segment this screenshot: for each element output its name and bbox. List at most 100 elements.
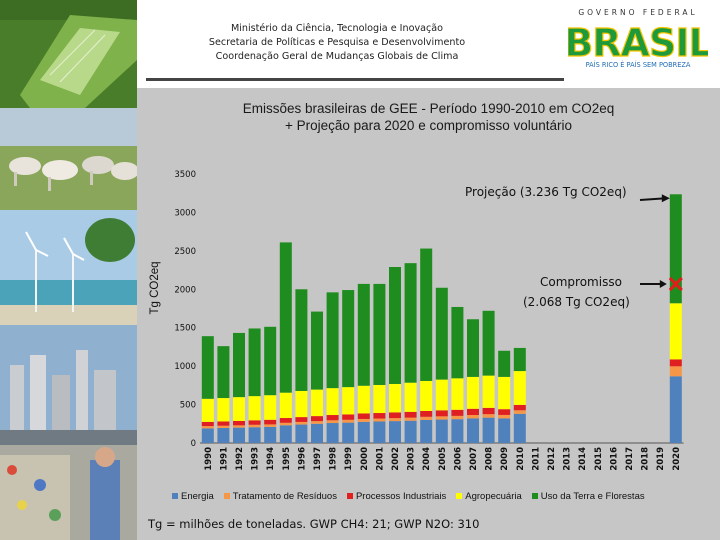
bar-segment: [295, 289, 308, 391]
bar-segment: [201, 426, 214, 429]
bar-segment: [373, 384, 386, 414]
bar-segment: [669, 359, 682, 367]
bar-segment: [264, 426, 277, 443]
bar-segment: [435, 416, 448, 420]
bar-segment: [389, 266, 401, 384]
bar-segment: [482, 407, 495, 415]
legend-label: Uso da Terra e Florestas: [540, 490, 645, 502]
legend-industriais: Processos Industriais: [346, 491, 446, 502]
bar-segment: [201, 336, 214, 399]
x-tick-label: 2019: [656, 447, 666, 471]
legend-swatch: [346, 493, 353, 499]
y-tick-label: 3500: [174, 170, 196, 180]
bar-segment: [389, 412, 401, 419]
bar-segment: [233, 427, 245, 443]
x-tick-label: 1990: [204, 447, 214, 471]
bar-segment: [482, 310, 495, 376]
bar-segment: [217, 428, 230, 443]
bar-segment: [451, 409, 464, 416]
legend-agropecuaria: Agropecuária: [456, 491, 522, 502]
bar-segment: [217, 421, 230, 426]
bar-segment: [513, 410, 526, 414]
bar-segment: [482, 414, 495, 418]
photo-deforestation: [0, 0, 137, 108]
bar-segment: [233, 425, 245, 428]
y-tick-label: 500: [180, 401, 196, 411]
bar-segment: [498, 418, 511, 443]
x-tick-label: 2005: [438, 447, 448, 471]
legend-label: Tratamento de Resíduos: [232, 490, 337, 502]
y-tick-label: 1000: [174, 362, 196, 372]
bar-segment: [311, 389, 323, 417]
bar-segment: [326, 415, 339, 421]
bar-segment: [669, 303, 682, 360]
bar-segment: [451, 419, 464, 443]
logo-main-text: BRASIL: [568, 21, 708, 65]
bar-segment: [357, 421, 370, 443]
ministry-line-3: Coordenação Geral de Mudanças Globais de…: [215, 51, 459, 62]
x-tick-label: 2003: [407, 447, 417, 471]
bar-segment: [498, 376, 511, 410]
bar-segment: [248, 427, 261, 443]
chart-title-line-2: + Projeção para 2020 e compromisso volun…: [284, 118, 573, 133]
bar-segment: [357, 283, 370, 386]
x-tick-label: 1991: [219, 447, 229, 471]
x-tick-label: 1995: [282, 447, 292, 471]
bar-segment: [279, 392, 292, 419]
x-tick-label: 1999: [344, 447, 354, 471]
legend-swatch: [531, 493, 538, 499]
x-tick-label: 2006: [453, 447, 463, 471]
bar-segment: [295, 421, 308, 425]
bar-segment: [217, 346, 230, 399]
bar-segment: [217, 425, 230, 429]
legend-swatch: [223, 493, 230, 499]
legend-label: Agropecuária: [465, 490, 522, 502]
x-tick-label: 2013: [563, 447, 573, 471]
bar-segment: [669, 376, 682, 443]
bar-segment: [451, 415, 464, 420]
bar-segment: [373, 283, 386, 385]
y-tick-label: 2500: [174, 247, 196, 257]
x-tick-label: 1997: [313, 447, 323, 471]
bar-segment: [373, 413, 386, 419]
ministry-line-1: Ministério da Ciência, Tecnologia e Inov…: [230, 23, 444, 34]
bar-segment: [357, 385, 370, 414]
legend-energia: Energia: [172, 491, 214, 502]
bar-segment: [217, 398, 230, 422]
bar-segment: [373, 421, 386, 443]
bar-segment: [201, 398, 214, 422]
x-tick-label: 2020: [672, 447, 682, 471]
footnote: Tg = milhões de toneladas. GWP CH4: 21; …: [148, 517, 480, 531]
bar-segment: [404, 417, 417, 421]
bar-segment: [248, 420, 261, 425]
bar-segment: [357, 413, 370, 419]
bar-segment: [295, 390, 308, 418]
bar-segment: [404, 382, 417, 412]
bar-segment: [420, 410, 433, 417]
bar-segment: [389, 383, 401, 413]
photo-recycling: [0, 445, 137, 540]
bar-segment: [482, 417, 495, 443]
x-tick-label: 2004: [422, 447, 432, 471]
legend-swatch: [456, 493, 463, 499]
bar-segment: [373, 418, 386, 422]
x-tick-label: 2000: [360, 447, 370, 471]
bar-segment: [467, 418, 479, 443]
bar-segment: [467, 408, 479, 416]
bar-segment: [404, 263, 417, 383]
legend-uso-terra: Uso da Terra e Florestas: [531, 490, 645, 502]
x-tick-label: 2015: [594, 447, 604, 471]
bar-segment: [279, 422, 292, 426]
bar-segment: [248, 396, 261, 421]
bar-segment: [342, 414, 355, 420]
photo-wind-turbines: [0, 210, 137, 325]
bar-segment: [467, 376, 479, 409]
ministry-header: Ministério da Ciência, Tecnologia e Inov…: [178, 22, 496, 64]
x-tick-label: 2014: [578, 447, 588, 471]
commitment-marker: [668, 276, 683, 292]
bar-segment: [513, 371, 526, 405]
bar-segment: [467, 319, 479, 377]
bar-segment: [295, 424, 308, 443]
x-tick-label: 2010: [516, 447, 526, 471]
